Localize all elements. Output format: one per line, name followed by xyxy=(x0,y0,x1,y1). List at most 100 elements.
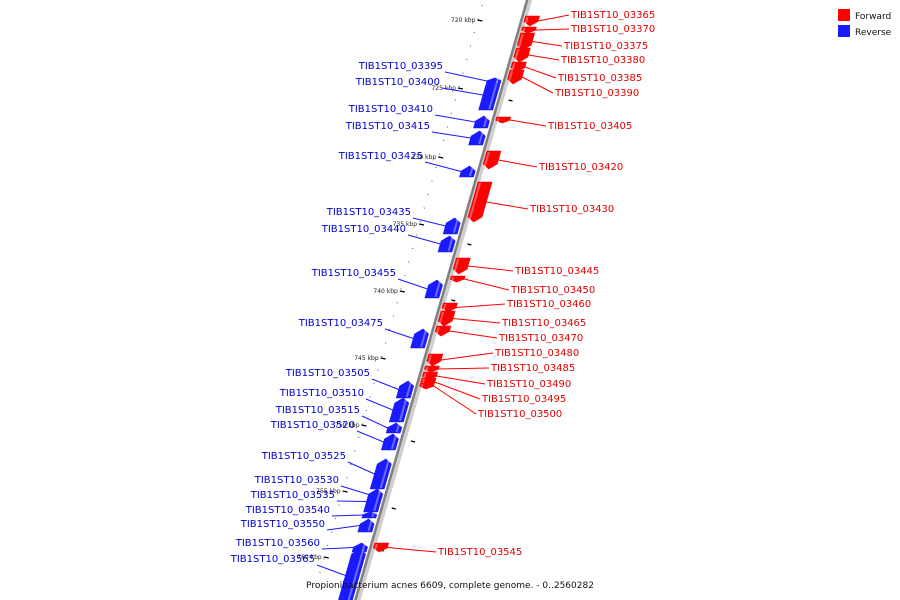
forward-gene-label[interactable]: TIB1ST10_03450 xyxy=(510,285,595,296)
forward-gene[interactable] xyxy=(507,69,525,85)
forward-gene[interactable] xyxy=(523,15,540,27)
reverse-gene-label[interactable]: TIB1ST10_03455 xyxy=(311,268,396,279)
reverse-gene-label[interactable]: TIB1ST10_03510 xyxy=(279,388,364,399)
reverse-gene[interactable] xyxy=(388,397,410,423)
forward-gene-label[interactable]: TIB1ST10_03385 xyxy=(557,73,642,84)
forward-gene[interactable] xyxy=(516,32,536,51)
minor-tick xyxy=(450,112,453,115)
tick-label: 760 kbp xyxy=(297,554,322,561)
forward-gene-label[interactable]: TIB1ST10_03490 xyxy=(486,379,571,390)
reverse-gene-label[interactable]: TIB1ST10_03395 xyxy=(358,61,443,72)
forward-gene[interactable] xyxy=(452,257,471,275)
forward-gene[interactable] xyxy=(372,542,390,553)
reverse-gene-label[interactable]: TIB1ST10_03410 xyxy=(348,104,433,115)
reverse-gene-label[interactable]: TIB1ST10_03535 xyxy=(250,490,335,501)
leader-line xyxy=(431,131,471,139)
forward-gene-label[interactable]: TIB1ST10_03500 xyxy=(477,409,562,420)
forward-gene-label[interactable]: TIB1ST10_03485 xyxy=(490,363,575,374)
gene-arrow xyxy=(459,165,476,178)
gene-arrow xyxy=(473,115,490,129)
reverse-gene[interactable] xyxy=(437,235,456,253)
reverse-gene-label[interactable]: TIB1ST10_03520 xyxy=(270,420,355,431)
reverse-gene-label[interactable]: TIB1ST10_03435 xyxy=(326,207,411,218)
forward-gene-label[interactable]: TIB1ST10_03480 xyxy=(494,348,579,359)
forward-gene-label[interactable]: TIB1ST10_03545 xyxy=(437,547,522,558)
reverse-gene[interactable] xyxy=(395,380,415,399)
minor-tick xyxy=(388,328,391,331)
reverse-gene[interactable] xyxy=(385,422,403,434)
gene-arrow xyxy=(351,542,368,553)
reverse-gene[interactable] xyxy=(357,518,375,533)
reverse-gene-label[interactable]: TIB1ST10_03425 xyxy=(338,151,423,162)
forward-gene[interactable] xyxy=(449,275,466,283)
minor-tick xyxy=(469,45,472,47)
reverse-gene[interactable] xyxy=(363,490,383,513)
forward-gene-label[interactable]: TIB1ST10_03370 xyxy=(570,24,655,35)
reverse-gene[interactable] xyxy=(369,458,392,490)
reverse-gene[interactable] xyxy=(380,433,399,451)
gene-highlight xyxy=(469,166,474,177)
reverse-gene-label[interactable]: TIB1ST10_03440 xyxy=(321,224,406,235)
reverse-gene-label[interactable]: TIB1ST10_03530 xyxy=(254,475,339,486)
leader-line xyxy=(449,330,498,339)
gene-highlight xyxy=(496,117,500,123)
reverse-gene[interactable] xyxy=(459,165,476,178)
reverse-gene[interactable] xyxy=(410,328,429,349)
forward-gene-label[interactable]: TIB1ST10_03495 xyxy=(481,394,566,405)
minor-tick xyxy=(419,220,422,223)
reverse-gene[interactable] xyxy=(338,548,366,600)
forward-gene[interactable] xyxy=(495,116,512,124)
forward-gene[interactable] xyxy=(482,150,502,170)
forward-gene[interactable] xyxy=(426,353,444,367)
forward-gene-label[interactable]: TIB1ST10_03470 xyxy=(498,333,583,344)
reverse-gene-label[interactable]: TIB1ST10_03560 xyxy=(235,538,320,549)
gene-arrow xyxy=(437,235,456,253)
minor-tick xyxy=(427,193,429,196)
forward-gene[interactable] xyxy=(434,325,452,337)
forward-gene[interactable] xyxy=(467,181,493,223)
forward-gene-label[interactable]: TIB1ST10_03420 xyxy=(538,162,623,173)
minor-tick xyxy=(442,139,445,142)
minor-tick xyxy=(423,207,426,209)
forward-gene[interactable] xyxy=(513,47,531,63)
leader-line xyxy=(424,161,462,172)
forward-gene-label[interactable]: TIB1ST10_03375 xyxy=(563,41,648,52)
forward-gene[interactable] xyxy=(437,310,456,327)
forward-gene-label[interactable]: TIB1ST10_03445 xyxy=(514,266,599,277)
forward-gene[interactable] xyxy=(424,365,440,373)
forward-gene[interactable] xyxy=(419,382,435,390)
reverse-gene-label[interactable]: TIB1ST10_03475 xyxy=(298,318,383,329)
reverse-gene-label[interactable]: TIB1ST10_03415 xyxy=(345,121,430,132)
tick-label: 750 kbp xyxy=(335,422,360,429)
forward-gene[interactable] xyxy=(441,302,458,313)
minor-tick xyxy=(353,450,356,452)
reverse-gene-label[interactable]: TIB1ST10_03505 xyxy=(285,368,370,379)
forward-gene-label[interactable]: TIB1ST10_03460 xyxy=(506,299,591,310)
minor-tick xyxy=(396,301,398,304)
reverse-gene-label[interactable]: TIB1ST10_03550 xyxy=(240,519,325,530)
reverse-gene[interactable] xyxy=(468,130,486,146)
reverse-gene[interactable] xyxy=(442,217,461,235)
minor-tick xyxy=(338,504,341,506)
forward-gene[interactable] xyxy=(521,26,537,34)
reverse-gene-label[interactable]: TIB1ST10_03565 xyxy=(230,554,315,565)
forward-gene-label[interactable]: TIB1ST10_03390 xyxy=(554,88,639,99)
reverse-gene[interactable] xyxy=(351,542,368,553)
gene-arrow xyxy=(449,275,466,283)
reverse-gene-label[interactable]: TIB1ST10_03525 xyxy=(261,451,346,462)
forward-gene-label[interactable]: TIB1ST10_03405 xyxy=(547,121,632,132)
gene-highlight xyxy=(398,398,408,422)
reverse-gene-label[interactable]: TIB1ST10_03515 xyxy=(275,405,360,416)
reverse-gene[interactable] xyxy=(478,79,501,111)
minor-tick xyxy=(380,355,383,358)
reverse-gene-label[interactable]: TIB1ST10_03400 xyxy=(355,77,440,88)
reverse-gene[interactable] xyxy=(473,115,490,129)
forward-gene-label[interactable]: TIB1ST10_03430 xyxy=(529,204,614,215)
forward-gene-label[interactable]: TIB1ST10_03380 xyxy=(560,55,645,66)
forward-gene-label[interactable]: TIB1ST10_03465 xyxy=(501,318,586,329)
gene-arrow xyxy=(513,47,531,63)
reverse-gene[interactable] xyxy=(361,511,378,519)
reverse-gene-label[interactable]: TIB1ST10_03540 xyxy=(245,505,330,516)
forward-gene-label[interactable]: TIB1ST10_03365 xyxy=(570,10,655,21)
reverse-gene[interactable] xyxy=(424,279,443,299)
